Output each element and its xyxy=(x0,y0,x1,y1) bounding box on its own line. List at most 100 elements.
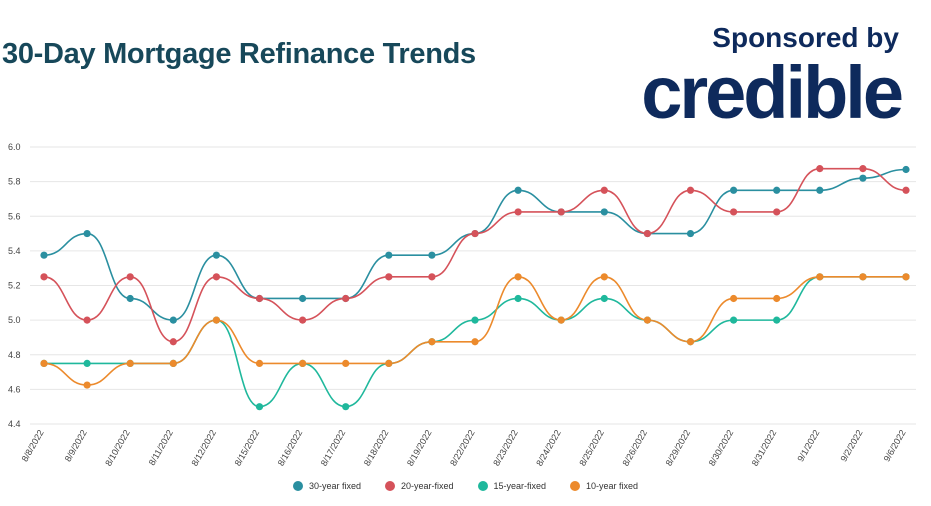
data-point xyxy=(902,165,910,174)
data-point xyxy=(859,174,867,182)
y-tick-label: 5.4 xyxy=(8,246,21,256)
data-point xyxy=(557,316,565,324)
x-tick-label: 8/12/2022 xyxy=(189,428,218,468)
data-point xyxy=(773,186,781,194)
x-tick-label: 8/25/2022 xyxy=(577,428,606,468)
data-point xyxy=(816,273,824,281)
data-point xyxy=(816,165,824,173)
data-point xyxy=(385,359,393,368)
data-point xyxy=(730,208,738,216)
y-tick-label: 5.2 xyxy=(8,281,21,291)
brand-logo: credible xyxy=(641,51,904,134)
data-point xyxy=(902,186,910,194)
legend-swatch-icon xyxy=(570,481,581,491)
y-tick-label: 6.0 xyxy=(8,142,21,152)
data-point xyxy=(212,316,220,324)
data-point xyxy=(212,273,220,281)
series-line xyxy=(43,276,906,386)
data-point xyxy=(859,273,867,281)
y-tick-label: 5.6 xyxy=(8,211,21,221)
x-tick-label: 8/24/2022 xyxy=(534,428,563,468)
data-point xyxy=(686,186,695,194)
x-tick-label: 8/26/2022 xyxy=(620,428,649,468)
x-tick-label: 8/19/2022 xyxy=(405,428,434,468)
legend-label: 15-year-fixed xyxy=(493,481,547,491)
x-tick-label: 8/10/2022 xyxy=(103,428,132,468)
x-tick-label: 9/1/2022 xyxy=(795,428,821,463)
data-point xyxy=(773,208,781,216)
data-point xyxy=(169,359,177,368)
data-point xyxy=(299,316,307,324)
data-point xyxy=(773,294,781,303)
legend-swatch-icon xyxy=(384,481,395,491)
data-point xyxy=(169,338,177,346)
data-point xyxy=(730,186,738,194)
data-point xyxy=(299,359,307,368)
data-point xyxy=(730,316,738,324)
x-axis-ticks: 8/8/2022 8/9/2022 8/10/2022 8/11/2022 8/12/2… xyxy=(20,428,908,468)
x-tick-label: 8/17/2022 xyxy=(319,428,348,468)
series-points xyxy=(40,165,910,411)
data-point xyxy=(514,186,522,194)
x-tick-label: 8/22/2022 xyxy=(448,428,477,468)
y-tick-label: 5.8 xyxy=(8,177,21,187)
data-point xyxy=(126,359,134,368)
data-point xyxy=(40,251,48,259)
data-point xyxy=(83,229,91,238)
data-point xyxy=(600,186,608,194)
chart-title: 30-Day Mortgage Refinance Trends xyxy=(2,38,476,70)
data-point xyxy=(859,165,867,173)
data-point xyxy=(514,294,522,303)
legend-item[interactable]: 20-year-fixed xyxy=(384,481,454,491)
chart-legend: 30-year fixed 20-year-fixed 15-year-fixed 1… xyxy=(0,481,931,491)
data-point xyxy=(385,251,393,259)
data-point xyxy=(255,294,264,303)
data-point xyxy=(643,229,652,238)
data-point xyxy=(342,403,350,411)
data-point xyxy=(600,208,608,216)
data-point xyxy=(816,186,824,194)
x-tick-label: 8/23/2022 xyxy=(491,428,520,468)
data-point xyxy=(342,359,350,368)
data-point xyxy=(212,251,220,259)
x-tick-label: 8/16/2022 xyxy=(276,428,305,468)
x-tick-label: 9/6/2022 xyxy=(882,428,908,463)
x-tick-label: 8/29/2022 xyxy=(664,428,693,468)
data-point xyxy=(83,316,91,324)
data-point xyxy=(471,316,479,324)
y-tick-label: 4.4 xyxy=(8,419,21,429)
data-point xyxy=(686,229,695,238)
legend-item[interactable]: 30-year fixed xyxy=(292,481,361,491)
data-point xyxy=(83,359,91,368)
data-point xyxy=(730,294,738,303)
grid-lines xyxy=(30,146,916,425)
legend-label: 20-year-fixed xyxy=(400,481,454,491)
legend-swatch-icon xyxy=(292,481,303,491)
legend-label: 30-year fixed xyxy=(308,481,361,491)
legend-label: 10-year fixed xyxy=(586,481,639,491)
data-point xyxy=(471,229,479,238)
legend-item[interactable]: 15-year-fixed xyxy=(477,481,547,491)
data-point xyxy=(40,273,48,281)
data-point xyxy=(255,359,264,368)
x-tick-label: 8/15/2022 xyxy=(233,428,262,468)
x-tick-label: 8/30/2022 xyxy=(707,428,736,468)
x-tick-label: 8/11/2022 xyxy=(147,428,175,467)
y-tick-label: 4.8 xyxy=(8,350,21,360)
legend-item[interactable]: 10-year fixed xyxy=(570,481,638,491)
series-lines xyxy=(43,167,907,408)
sponsor-label: Sponsored by xyxy=(712,22,899,53)
data-point xyxy=(428,338,436,346)
x-tick-label: 8/8/2022 xyxy=(20,428,46,463)
data-point xyxy=(471,338,479,346)
data-point xyxy=(514,273,522,281)
data-point xyxy=(169,316,177,324)
data-point xyxy=(126,294,134,303)
data-point xyxy=(428,251,436,259)
data-point xyxy=(342,294,350,303)
x-tick-label: 8/18/2022 xyxy=(362,428,391,468)
data-point xyxy=(385,273,393,281)
data-point xyxy=(557,208,565,216)
data-point xyxy=(600,273,608,281)
legend-swatch-icon xyxy=(477,481,488,491)
